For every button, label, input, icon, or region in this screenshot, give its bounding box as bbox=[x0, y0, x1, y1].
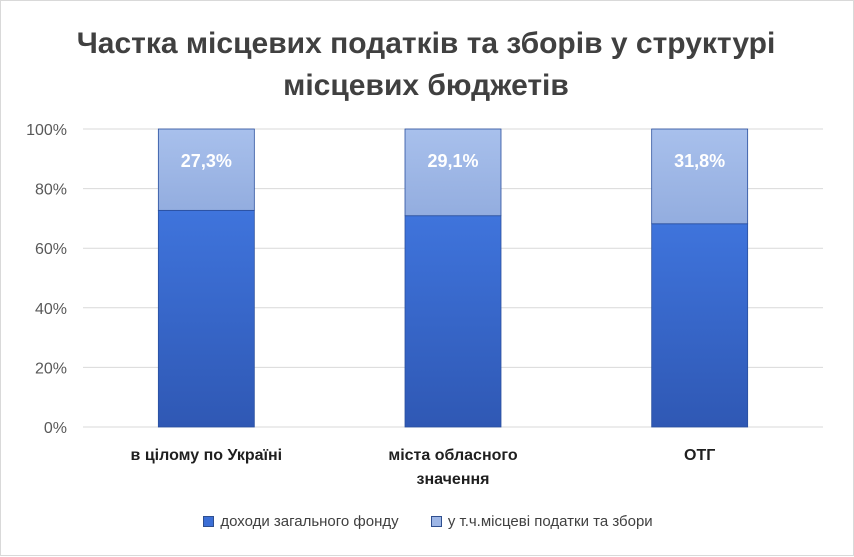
data-label: 27,3% bbox=[181, 151, 232, 171]
y-tick-label: 100% bbox=[26, 122, 67, 139]
bar-local-taxes bbox=[157, 128, 255, 211]
legend-swatch-general-fund bbox=[203, 516, 215, 527]
bar-general-fund bbox=[157, 209, 255, 428]
chart-title-line-2: місцевих бюджетів bbox=[283, 69, 569, 102]
labels: 0% 20% 40% 60% 80% 100% 27,3% в цілому по Украї… bbox=[26, 122, 725, 488]
legend-label-general-fund: доходи загального фонду bbox=[220, 513, 399, 530]
y-tick-label: 60% bbox=[35, 241, 67, 258]
bars bbox=[157, 128, 749, 428]
x-category-label: ОТГ bbox=[684, 447, 715, 464]
legend-swatch-local-taxes bbox=[430, 516, 442, 527]
bar-general-fund bbox=[404, 215, 502, 428]
y-tick-label: 40% bbox=[35, 301, 67, 318]
y-tick-label: 0% bbox=[44, 420, 67, 437]
y-tick-label: 80% bbox=[35, 182, 67, 199]
data-label: 31,8% bbox=[674, 151, 725, 171]
data-label: 29,1% bbox=[427, 151, 478, 171]
y-tick-label: 20% bbox=[35, 360, 67, 377]
bar-local-taxes bbox=[404, 128, 502, 217]
legend-item-local-taxes: у т.ч.місцеві податки та збори bbox=[430, 513, 653, 530]
x-category-label: в цілому по Україні bbox=[131, 447, 283, 464]
legend-item-general-fund: доходи загального фонду bbox=[203, 513, 399, 530]
x-category-label: значення bbox=[417, 471, 490, 488]
chart-title: Частка місцевих податків та зборів у стр… bbox=[61, 23, 791, 107]
bar-general-fund bbox=[651, 223, 749, 428]
chart-title-line-1: Частка місцевих податків та зборів у стр… bbox=[76, 27, 776, 60]
x-category-label: міста обласного bbox=[388, 447, 517, 464]
legend: доходи загального фонду у т.ч.місцеві по… bbox=[1, 513, 854, 531]
legend-label-local-taxes: у т.ч.місцеві податки та збори bbox=[447, 513, 653, 530]
bar-local-taxes bbox=[651, 128, 749, 225]
